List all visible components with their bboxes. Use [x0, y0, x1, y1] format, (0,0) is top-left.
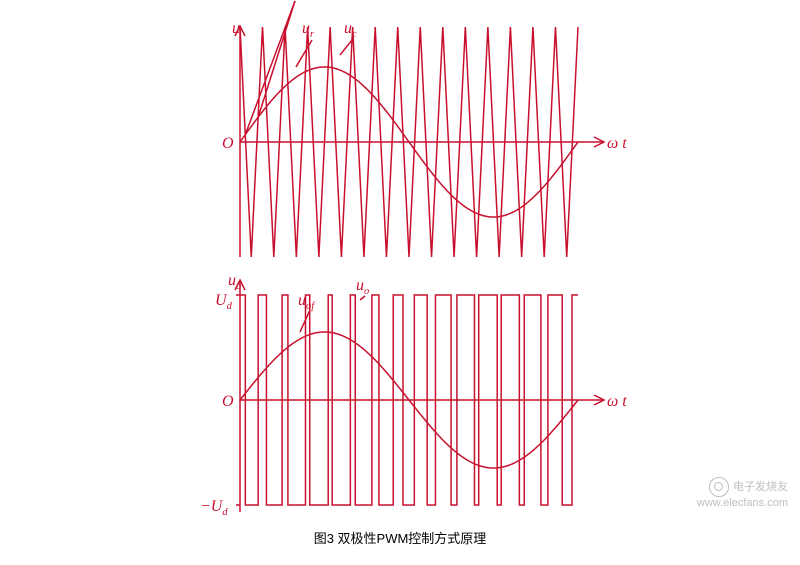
- watermark-icon: [709, 477, 729, 497]
- bottom-x-axis-label: ω t: [607, 393, 627, 411]
- bottom-origin-label: O: [222, 393, 234, 411]
- bottom-out-label: uo: [356, 277, 369, 297]
- figure-caption: 图3 双极性PWM控制方式原理: [0, 528, 800, 547]
- top-sine-label: ur: [302, 20, 314, 40]
- top-y-axis-label: u: [232, 20, 240, 38]
- watermark: 电子发烧友 www.elecfans.com: [697, 477, 788, 510]
- pwm-diagram: u O ω t ur uc uo O ω t uof uo Ud −Ud 图3 …: [0, 0, 800, 565]
- bottom-ud-neg-label: −Ud: [200, 498, 228, 518]
- top-origin-label: O: [222, 135, 234, 153]
- bottom-y-axis-label: uo: [228, 272, 241, 292]
- diagram-svg: [0, 0, 800, 565]
- top-tri-label: uc: [344, 20, 357, 40]
- bottom-fund-label: uof: [298, 292, 314, 312]
- bottom-ud-pos-label: Ud: [215, 292, 232, 312]
- top-x-axis-label: ω t: [607, 135, 627, 153]
